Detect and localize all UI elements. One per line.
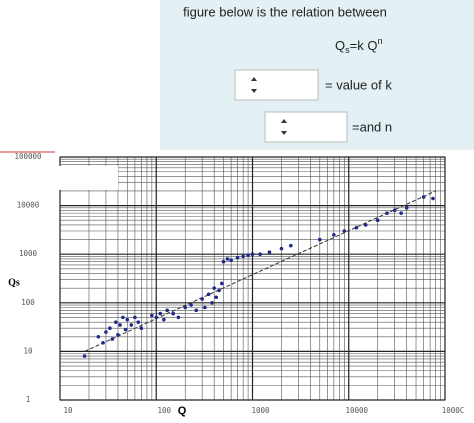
point [225, 257, 230, 261]
point [158, 311, 163, 316]
point [171, 311, 175, 316]
x-tick-label: 10000 [345, 406, 368, 415]
n-label: =and n [352, 119, 392, 134]
point [110, 337, 115, 341]
y-tick-label: 100 [21, 298, 35, 307]
point [108, 326, 112, 331]
point [154, 315, 159, 320]
point [210, 301, 214, 305]
y-tick-label: 10 [23, 346, 33, 355]
k-select[interactable] [234, 69, 319, 101]
point [136, 320, 141, 324]
point [258, 252, 262, 256]
x-tick-label: 10 [63, 406, 73, 415]
point [220, 281, 224, 286]
point [101, 341, 105, 345]
x-tick-label: 100 [157, 406, 171, 415]
point [203, 305, 207, 310]
point [267, 250, 272, 254]
point [250, 252, 255, 256]
y-tick-label: 1 [26, 395, 31, 404]
select-arrow [281, 119, 287, 135]
formula-sub: s [345, 45, 350, 55]
point [342, 229, 347, 233]
point [289, 243, 293, 248]
x-tick-label: 1000 [251, 406, 270, 415]
x-tick-label: 1000C [442, 406, 465, 415]
point [129, 323, 134, 327]
point [200, 297, 204, 301]
n-select[interactable] [264, 111, 348, 143]
y-tick-label: 10000 [17, 201, 40, 210]
question-text: figure below is the relation between [183, 4, 387, 19]
point [114, 320, 118, 324]
point [212, 286, 216, 290]
point [235, 255, 240, 260]
point [104, 330, 108, 334]
label-cover [55, 166, 118, 190]
point [121, 315, 125, 320]
formula-part: Q [335, 38, 345, 53]
point [354, 225, 359, 230]
point [221, 259, 226, 264]
point [118, 323, 122, 327]
point [246, 253, 250, 258]
point [183, 305, 188, 310]
point [116, 332, 120, 337]
point [139, 326, 144, 331]
point [150, 313, 154, 318]
k-label: = value of k [325, 77, 392, 92]
chart: 10 100 1000 10000 1000C 1 10 100 1000 10000 100000… [8, 152, 464, 417]
point [82, 354, 87, 358]
point [189, 303, 193, 307]
point [125, 317, 130, 322]
y-axis-label: Qs [8, 277, 20, 288]
point [214, 295, 219, 300]
point [375, 218, 380, 223]
point [165, 308, 170, 313]
y-tick-label: 100000 [14, 152, 42, 161]
select-arrow [251, 77, 257, 93]
point [176, 315, 181, 320]
point [96, 334, 101, 339]
formula-sup: n [377, 36, 382, 46]
formula: Qs=k Qn [335, 36, 382, 55]
point [123, 327, 128, 332]
point [206, 292, 211, 297]
point [229, 258, 233, 263]
point [392, 208, 397, 213]
point [241, 254, 245, 259]
y-tick-label: 1000 [19, 249, 38, 258]
point [363, 223, 368, 227]
x-axis-label: Q [178, 405, 187, 417]
point [332, 233, 336, 237]
point [194, 308, 198, 313]
point [317, 237, 322, 242]
point [279, 246, 284, 251]
point [404, 206, 409, 210]
point [162, 317, 166, 322]
point [133, 315, 137, 320]
point [217, 288, 221, 293]
fit-line [84, 190, 436, 352]
point [385, 211, 389, 215]
point [421, 195, 426, 199]
formula-part: =k Q [350, 38, 378, 53]
point [399, 211, 403, 215]
point [431, 196, 435, 201]
